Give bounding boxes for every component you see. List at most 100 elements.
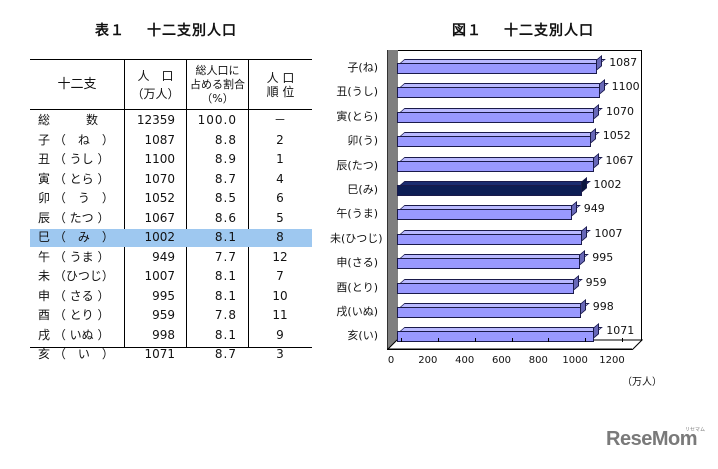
- cell-rank: 2: [276, 132, 284, 147]
- y-axis-category-label: 巳(み): [347, 183, 378, 196]
- bar: [397, 274, 583, 294]
- cell-name: 戌 （ いぬ ）: [38, 327, 110, 342]
- table-row: 子 （ ね ） 1087 8.8 2: [30, 132, 312, 150]
- chart-title-number: 図１: [452, 23, 482, 39]
- table-row: 申 （ さる ） 995 8.1 10: [30, 288, 312, 306]
- cell-rank: 5: [276, 210, 284, 225]
- x-tick-mark: [548, 338, 550, 342]
- bar: [397, 152, 603, 172]
- x-tick-mark: [474, 338, 476, 342]
- cell-rank: 6: [276, 191, 284, 205]
- bar: [397, 225, 592, 245]
- cell-share: 8.9: [214, 152, 237, 166]
- header-population: 人 口 （万人）: [125, 60, 186, 109]
- chart-side-wall: [387, 50, 398, 350]
- table-col-divider: [248, 59, 249, 348]
- bar-value-label: 1100: [611, 80, 640, 94]
- cell-share: 8.1: [214, 288, 237, 303]
- cell-population: 998: [152, 327, 175, 342]
- table-row: 午 （ うま ） 949 7.7 12: [30, 249, 312, 267]
- table-row: 寅 （ とら ） 1070 8.7 4: [30, 171, 312, 189]
- cell-name: 丑 （ うし ）: [38, 152, 110, 166]
- cell-rank: －: [273, 113, 286, 127]
- bar-value-label: 998: [592, 300, 614, 313]
- cell-share: 100.0: [197, 113, 237, 127]
- cell-name: 寅 （ とら ）: [38, 171, 110, 186]
- y-axis-category-label: 丑(うし): [336, 85, 378, 99]
- table-rule-bottom: [30, 347, 312, 348]
- table-row-total: 総 数 12359 100.0 －: [30, 112, 312, 130]
- bar-value-label: 1071: [606, 324, 635, 338]
- bar-top-face: [400, 107, 603, 112]
- cell-population: 1087: [144, 132, 175, 147]
- x-tick-mark: [511, 338, 513, 342]
- cell-rank: 7: [276, 269, 284, 283]
- cell-name: 子 （ ね ）: [38, 132, 114, 147]
- header-share-line1: 総人口に: [195, 63, 240, 77]
- table-title-number: 表１: [95, 23, 125, 39]
- x-tick-label: 1000: [562, 355, 588, 366]
- y-axis-category-label: 未(ひつじ): [330, 231, 383, 245]
- table-row: 未 （ひつじ） 1007 8.1 7: [30, 268, 312, 286]
- x-tick-label: 800: [528, 355, 548, 366]
- header-sign-label: 十二支: [57, 76, 97, 92]
- cell-rank: 11: [272, 308, 288, 322]
- bar-top-face: [400, 278, 583, 283]
- bar-value-label: 959: [585, 275, 607, 289]
- table-col-divider: [186, 59, 187, 348]
- bar-value-label: 1002: [593, 178, 622, 191]
- cell-population: 949: [152, 249, 175, 264]
- table-title: 表１ 十二支別人口: [95, 20, 237, 40]
- y-axis-category-label: 午(うま): [336, 207, 378, 221]
- x-tick-label: 1200: [599, 355, 625, 366]
- bar-top-face: [400, 83, 609, 88]
- y-axis-category-label: 申(さる): [336, 256, 378, 270]
- bar-top-face: [400, 156, 603, 161]
- table-row: 亥 （ い ） 1071 8.7 3: [30, 346, 312, 364]
- cell-population: 1052: [144, 191, 175, 205]
- bar-top-face: [400, 327, 604, 332]
- header-share-unit: （%）: [201, 91, 234, 105]
- cell-share: 8.7: [214, 171, 237, 186]
- cell-population: 12359: [136, 113, 175, 127]
- cell-population: 959: [152, 308, 175, 322]
- table-row: 卯 （ う ） 1052 8.5 6: [30, 190, 312, 208]
- bar: [397, 250, 590, 270]
- table-row: 酉 （ とり ） 959 7.8 11: [30, 307, 312, 325]
- cell-population: 1070: [144, 171, 175, 186]
- cell-name: 総 数: [38, 113, 99, 127]
- bar-value-label: 1007: [594, 226, 623, 240]
- bar-value-label: 1070: [606, 104, 635, 118]
- chart-title-text: 十二支別人口: [504, 23, 594, 39]
- cell-population: 1071: [144, 347, 175, 361]
- x-tick-label: 600: [491, 355, 512, 366]
- cell-population: 995: [152, 288, 175, 303]
- y-axis-category-label: 亥(い): [347, 329, 378, 343]
- bar-top-face: [400, 254, 590, 259]
- cell-share: 8.1: [214, 327, 237, 342]
- header-rank-line1: 人 口: [266, 70, 295, 85]
- y-axis-category-label: 寅(とら): [336, 109, 378, 123]
- bar-highlighted: [397, 176, 591, 196]
- cell-share: 8.1: [214, 230, 237, 244]
- header-population-label: 人 口: [137, 68, 174, 83]
- header-rank-line2: 順 位: [266, 84, 295, 99]
- resemom-logo: ReseMom: [606, 428, 697, 450]
- bar: [397, 79, 609, 99]
- header-rank: 人 口 順 位: [249, 60, 312, 109]
- bar-value-label: 1052: [602, 129, 631, 143]
- cell-name: 午 （ うま ）: [38, 249, 110, 264]
- resemom-logo-ruby: リセマム: [685, 427, 706, 433]
- x-axis-unit-label: （万人）: [622, 377, 662, 388]
- bar: [397, 201, 581, 221]
- bar: [397, 128, 600, 148]
- table-col-divider: [124, 59, 125, 348]
- chart-title: 図１ 十二支別人口: [452, 20, 594, 40]
- bar-value-label: 995: [592, 251, 614, 265]
- x-tick-label: 200: [418, 355, 438, 366]
- y-axis-category-label: 戌(いぬ): [336, 305, 378, 318]
- x-tick-mark: [401, 338, 402, 342]
- header-population-unit: （万人）: [131, 86, 180, 101]
- cell-share: 7.7: [214, 249, 237, 264]
- table-rule-header: [30, 109, 312, 110]
